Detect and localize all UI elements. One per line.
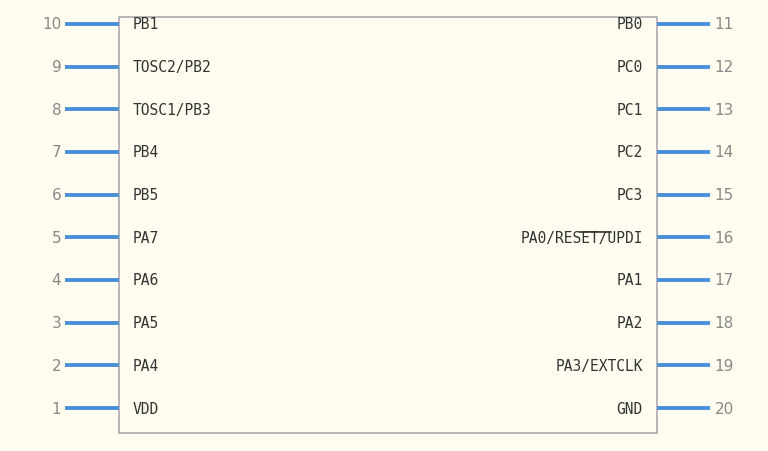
Text: PC2: PC2 bbox=[617, 145, 643, 160]
Text: 8: 8 bbox=[51, 102, 61, 117]
Text: PB4: PB4 bbox=[133, 145, 159, 160]
Text: PC1: PC1 bbox=[617, 102, 643, 117]
Text: 7: 7 bbox=[51, 145, 61, 160]
Text: TOSC1/PB3: TOSC1/PB3 bbox=[133, 102, 212, 117]
Text: PA6: PA6 bbox=[133, 273, 159, 288]
Text: PC3: PC3 bbox=[617, 188, 643, 202]
Text: PB0: PB0 bbox=[617, 17, 643, 32]
Text: 3: 3 bbox=[51, 316, 61, 331]
Text: 2: 2 bbox=[51, 358, 61, 373]
Text: PA2: PA2 bbox=[617, 316, 643, 331]
Text: PA5: PA5 bbox=[133, 316, 159, 331]
Text: PA7: PA7 bbox=[133, 230, 159, 245]
Text: PA4: PA4 bbox=[133, 358, 159, 373]
Text: 18: 18 bbox=[714, 316, 733, 331]
Text: 20: 20 bbox=[714, 400, 733, 416]
Text: VDD: VDD bbox=[133, 400, 159, 416]
Text: PC0: PC0 bbox=[617, 60, 643, 75]
Text: 6: 6 bbox=[51, 188, 61, 202]
Text: 12: 12 bbox=[714, 60, 733, 75]
Text: 17: 17 bbox=[714, 273, 733, 288]
Text: 4: 4 bbox=[51, 273, 61, 288]
Text: PB5: PB5 bbox=[133, 188, 159, 202]
Text: 14: 14 bbox=[714, 145, 733, 160]
Text: TOSC2/PB2: TOSC2/PB2 bbox=[133, 60, 212, 75]
Text: 13: 13 bbox=[714, 102, 733, 117]
Text: PA1: PA1 bbox=[617, 273, 643, 288]
Text: PA0/RESET/UPDI: PA0/RESET/UPDI bbox=[520, 230, 643, 245]
Text: PA3/EXTCLK: PA3/EXTCLK bbox=[555, 358, 643, 373]
Text: 10: 10 bbox=[42, 17, 61, 32]
Text: PB1: PB1 bbox=[133, 17, 159, 32]
Text: 19: 19 bbox=[714, 358, 733, 373]
Text: 11: 11 bbox=[714, 17, 733, 32]
Text: 9: 9 bbox=[51, 60, 61, 75]
Text: 16: 16 bbox=[714, 230, 733, 245]
Text: 5: 5 bbox=[51, 230, 61, 245]
Bar bbox=[119, 18, 657, 433]
Text: GND: GND bbox=[617, 400, 643, 416]
Text: 1: 1 bbox=[51, 400, 61, 416]
Text: 15: 15 bbox=[714, 188, 733, 202]
